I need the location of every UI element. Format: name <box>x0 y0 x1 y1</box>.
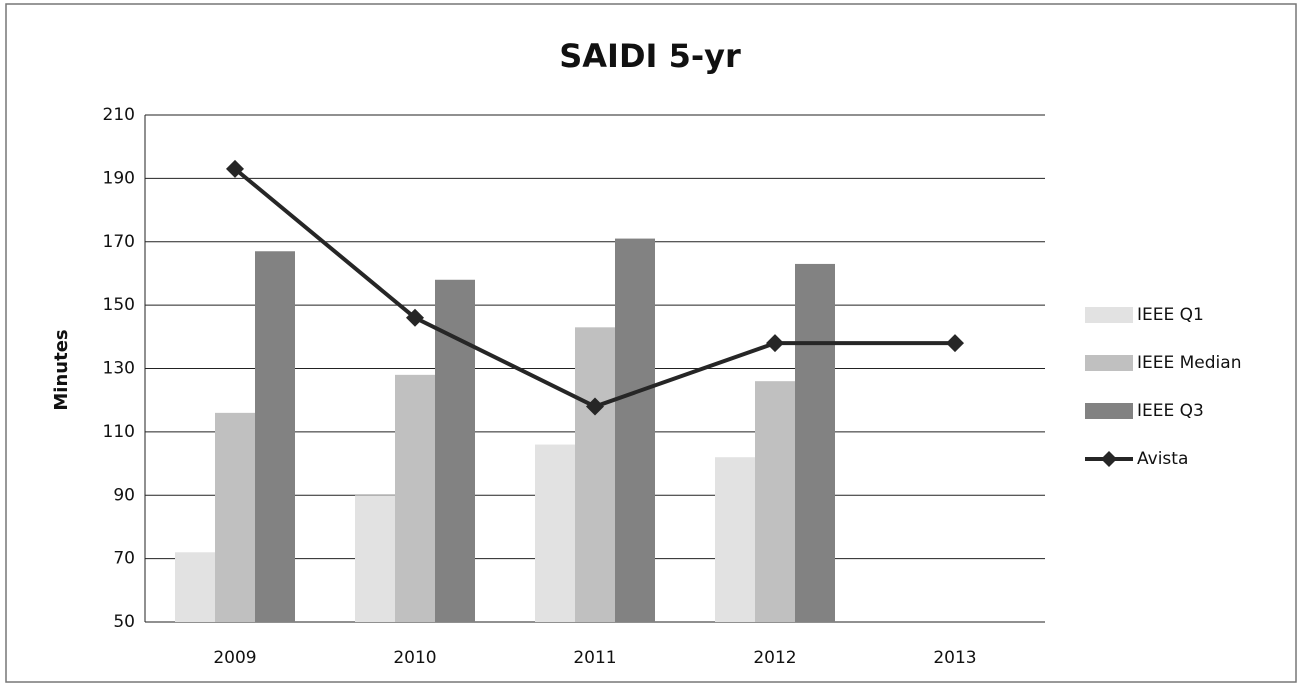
marker <box>946 334 964 353</box>
y-tick-label: 90 <box>113 485 135 505</box>
legend-label: IEEE Q3 <box>1137 401 1204 421</box>
legend-swatch <box>1085 355 1133 371</box>
bar <box>755 381 795 622</box>
y-tick-label: 170 <box>103 232 135 252</box>
bar <box>175 552 215 622</box>
x-tick-label: 2010 <box>393 648 436 668</box>
y-tick-label: 210 <box>103 105 135 125</box>
bar <box>355 495 395 622</box>
legend-swatch <box>1085 403 1133 419</box>
y-tick-label: 150 <box>103 295 135 315</box>
bar <box>715 457 755 622</box>
y-tick-label: 190 <box>103 168 135 188</box>
y-tick-label: 110 <box>103 422 135 442</box>
y-axis-label: Minutes <box>51 329 72 410</box>
marker <box>586 397 604 416</box>
bar <box>535 444 575 622</box>
y-tick-label: 70 <box>113 549 135 569</box>
legend-label: IEEE Median <box>1137 353 1241 373</box>
legend-label: Avista <box>1137 449 1188 469</box>
x-tick-label: 2012 <box>753 648 796 668</box>
bar <box>215 412 255 622</box>
bar <box>615 238 655 623</box>
bar <box>395 374 435 622</box>
legend-swatch <box>1085 307 1133 323</box>
marker <box>226 159 244 178</box>
legend-marker <box>1101 451 1117 467</box>
chart-title: SAIDI 5-yr <box>559 37 741 75</box>
marker <box>406 308 424 327</box>
bar <box>255 251 295 622</box>
y-tick-label: 130 <box>103 359 135 379</box>
x-tick-label: 2011 <box>573 648 616 668</box>
marker <box>766 334 784 353</box>
bar <box>795 263 835 622</box>
y-tick-label: 50 <box>113 612 135 632</box>
legend-label: IEEE Q1 <box>1137 305 1204 325</box>
x-tick-label: 2013 <box>933 648 976 668</box>
x-tick-label: 2009 <box>213 648 256 668</box>
bar <box>575 327 615 622</box>
